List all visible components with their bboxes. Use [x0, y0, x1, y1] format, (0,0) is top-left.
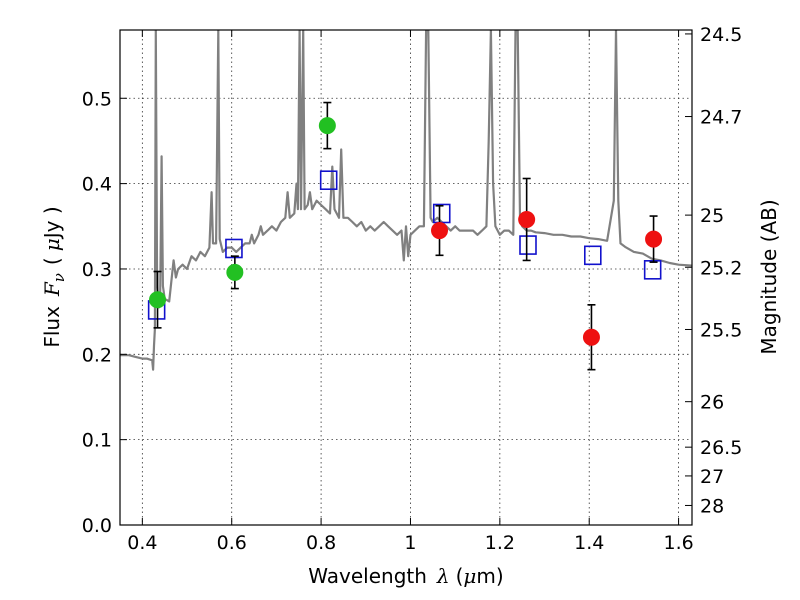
- axis-ticks: 0.4 0.6 0.8 1 1.2 1.4 1.6 0.0 0.1 0.2 0.3 0.4 0.5 24.…: [82, 24, 743, 554]
- plot-frame: [119, 29, 693, 526]
- x-tick-label: 1.6: [663, 532, 693, 554]
- model-flux-square: [519, 235, 537, 255]
- x-tick-label: 0.4: [127, 532, 157, 554]
- observed-flux-point: [149, 291, 167, 309]
- x-axis-label: Wavelength: [308, 564, 427, 588]
- observed-flux-point: [582, 328, 600, 346]
- y-axis-label: Flux: [40, 306, 64, 348]
- y2-tick-label: 25.2: [700, 257, 742, 279]
- x-tick-label: 1.2: [485, 532, 515, 554]
- y-tick-label: 0.0: [82, 515, 112, 537]
- x-axis-unit-mu: μ: [463, 564, 476, 588]
- y-axis-title: Flux Fν ( μJy ): [40, 206, 68, 347]
- y2-tick-label: 25.5: [700, 319, 742, 341]
- y2-tick-label: 28: [700, 495, 724, 517]
- y2-tick-label: 25: [700, 205, 724, 227]
- y-tick-label: 0.5: [82, 88, 112, 110]
- y-tick-label: 0.2: [82, 344, 112, 366]
- x-tick-label: 1: [404, 532, 416, 554]
- y-tick-label: 0.1: [82, 430, 112, 452]
- y-axis-unit-open: (: [40, 257, 64, 265]
- x-axis-unit-rest: m): [476, 564, 503, 588]
- observed-flux-point: [518, 210, 536, 228]
- y-tick-label: 0.4: [82, 174, 112, 196]
- x-axis-symbol: λ: [436, 564, 450, 588]
- y2-axis-title: Magnitude (AB): [757, 199, 781, 354]
- observed-flux-point: [318, 117, 336, 135]
- y-axis-unit-rest: Jy ): [40, 206, 64, 240]
- x-tick-label: 0.6: [217, 532, 247, 554]
- y2-tick-label: 26: [700, 392, 724, 414]
- x-tick-label: 0.8: [306, 532, 336, 554]
- y2-tick-label: 26.5: [700, 437, 742, 459]
- x-axis-unit-open: (: [456, 564, 464, 588]
- y-axis-symbol: F: [40, 281, 64, 297]
- observed-flux-point: [431, 222, 449, 240]
- x-axis-title: Wavelength λ (μm): [308, 564, 503, 588]
- model-spectrum-line: [120, 30, 692, 371]
- model-flux-square: [319, 170, 338, 191]
- observed-flux-point: [645, 230, 663, 248]
- y-tick-label: 0.3: [82, 259, 112, 281]
- model-flux-square: [225, 238, 243, 259]
- y2-tick-label: 27: [700, 466, 724, 488]
- y-axis-subscript: ν: [50, 273, 68, 282]
- x-tick-label: 1.4: [574, 532, 604, 554]
- model-flux-square: [643, 260, 662, 280]
- y-axis-unit-mu: μ: [40, 238, 64, 251]
- y2-tick-label: 24.7: [700, 107, 742, 129]
- grid: [120, 30, 692, 526]
- observed-flux-point: [226, 263, 244, 281]
- plot-area: [120, 30, 692, 371]
- y2-tick-label: 24.5: [700, 24, 742, 46]
- model-flux-square: [583, 245, 602, 266]
